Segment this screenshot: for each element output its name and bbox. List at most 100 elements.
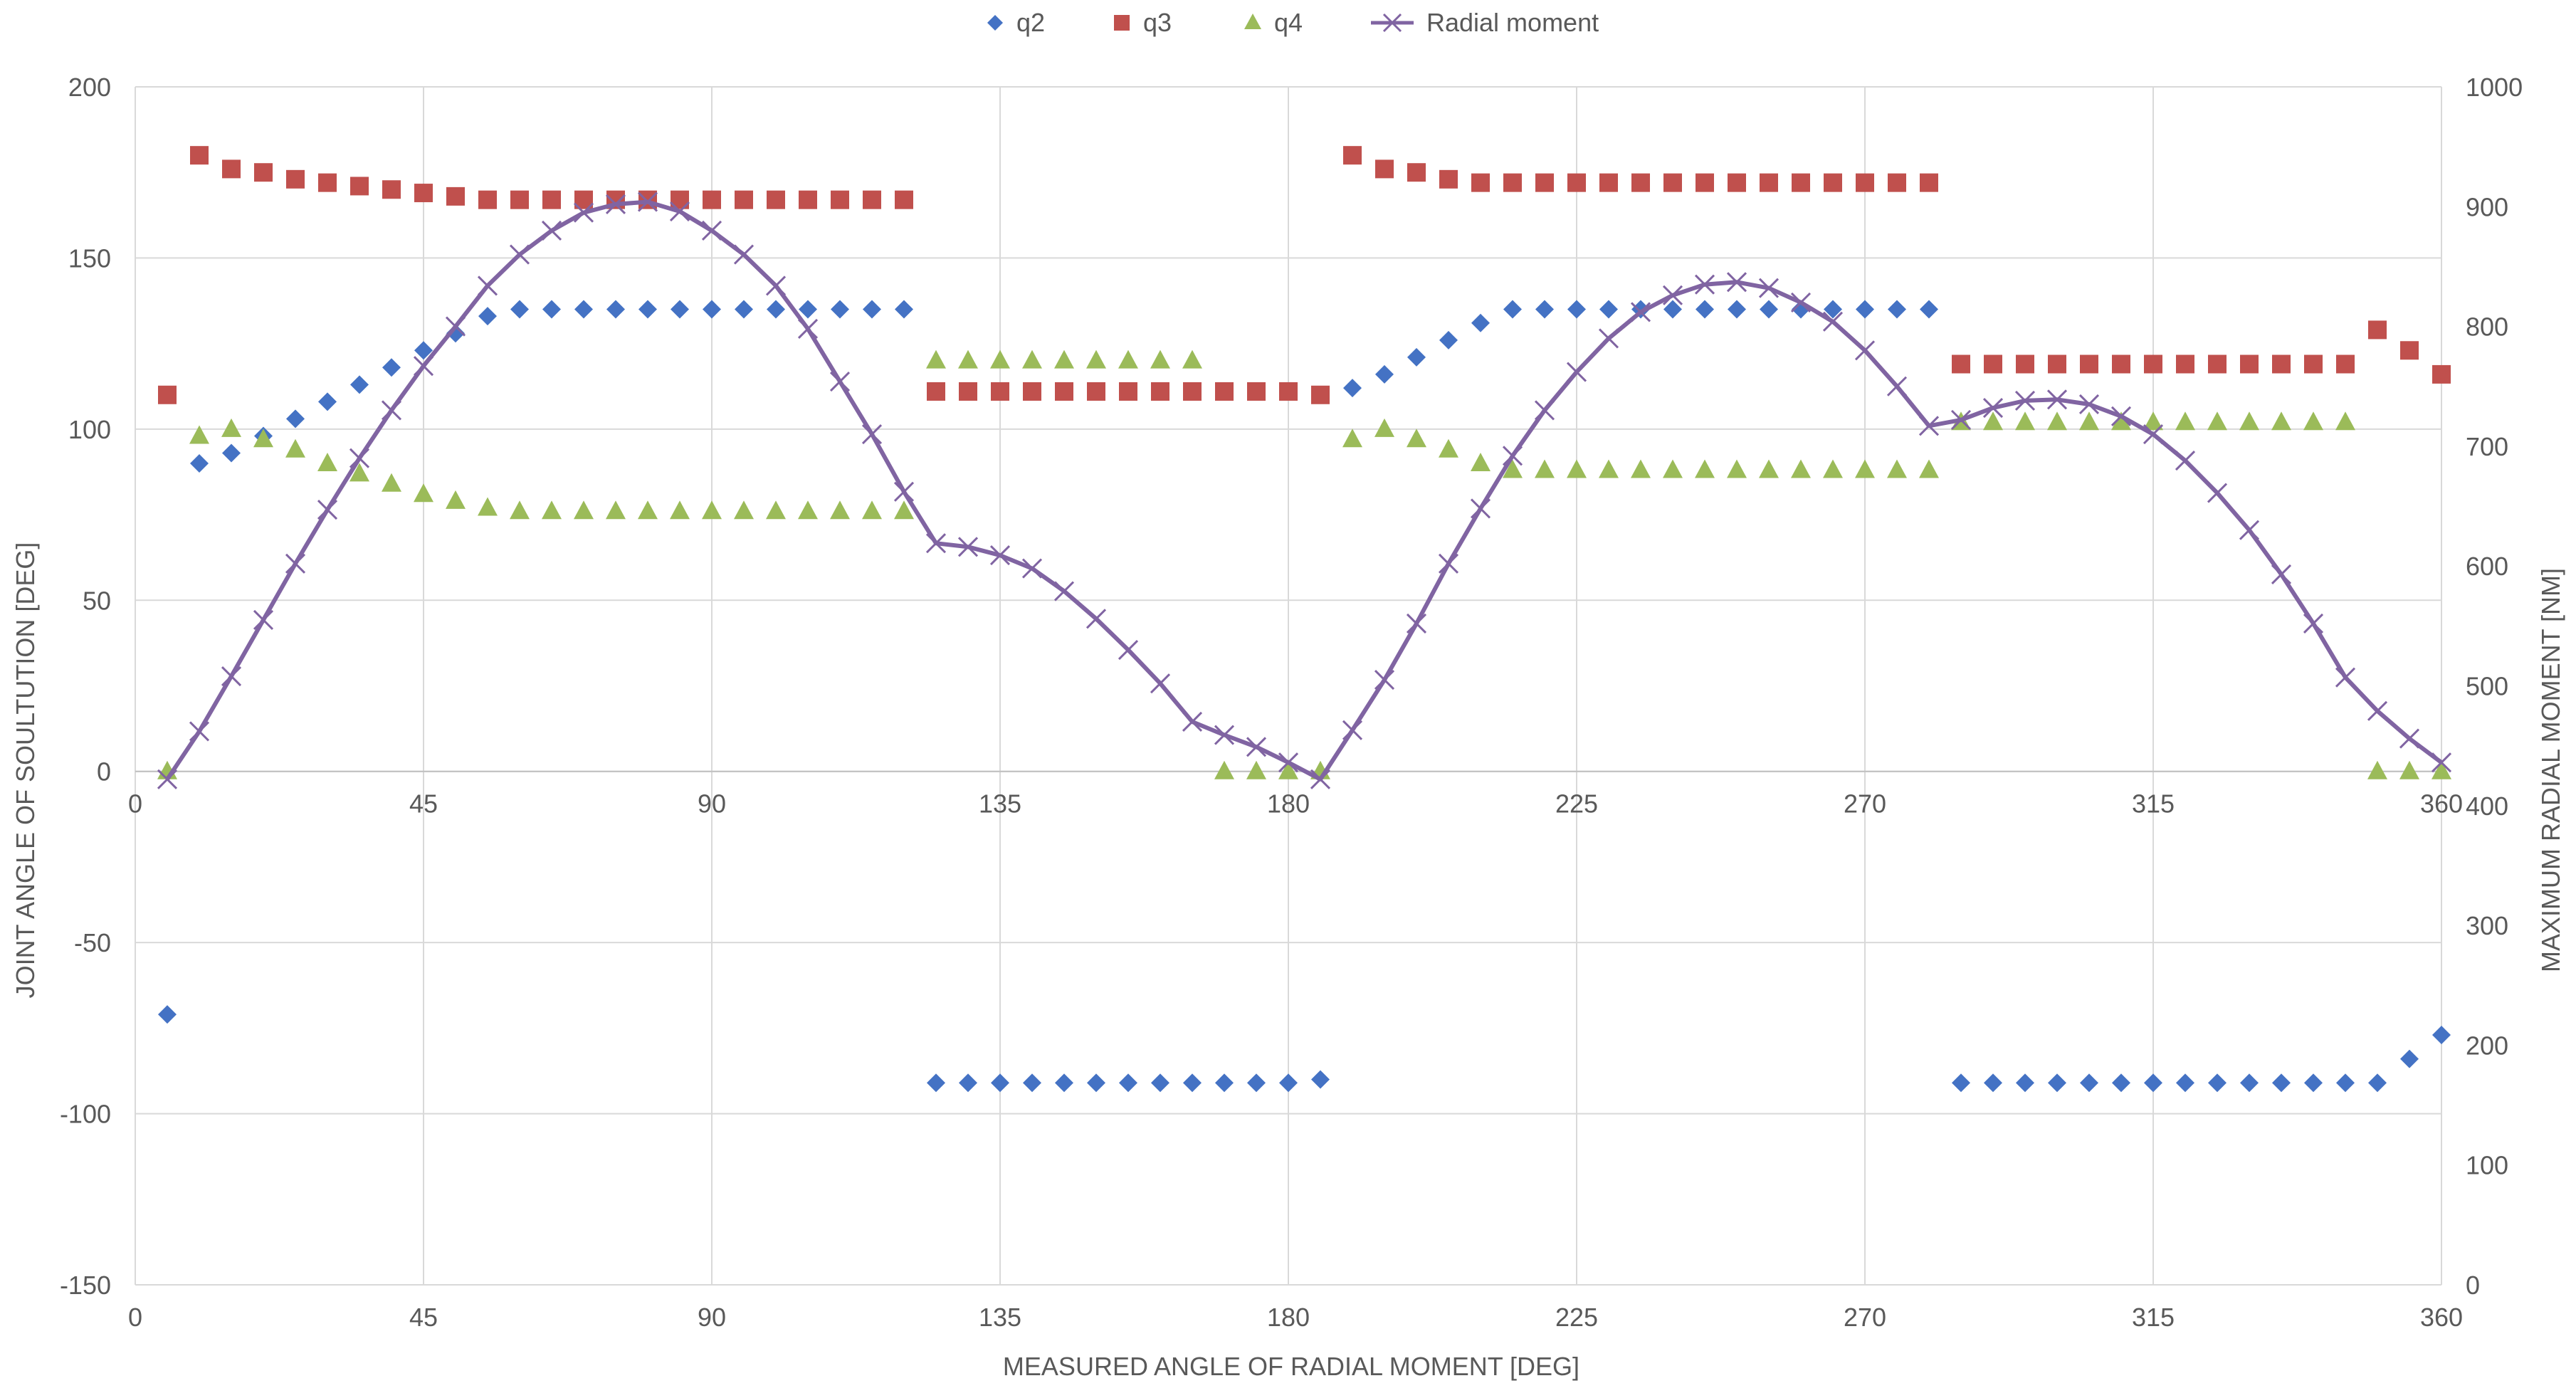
radial-moment-marker-stroke — [797, 318, 819, 340]
radial-moment-marker-stroke — [381, 400, 402, 421]
radial-moment-marker — [797, 318, 819, 340]
radial-moment-marker-stroke — [2046, 389, 2068, 410]
zero-axis-tick-label: 180 — [1267, 789, 1310, 819]
radial-moment-marker — [2143, 424, 2164, 445]
radial-moment-marker — [1053, 581, 1075, 601]
x-tick-label: 0 — [128, 1303, 142, 1332]
radial-moment-marker-stroke — [1246, 737, 1267, 757]
gridlines — [135, 86, 2442, 1286]
radial-moment-marker — [1182, 711, 1203, 732]
q4-marker — [253, 429, 273, 448]
radial-moment-marker — [2110, 406, 2132, 426]
q4-marker — [446, 490, 466, 509]
q3-marker — [1888, 173, 1906, 192]
y2-tick-label: 600 — [2466, 552, 2508, 581]
q3-marker — [1728, 173, 1746, 192]
radial-moment-marker — [1790, 292, 1812, 313]
q3-marker — [382, 180, 401, 199]
q3-marker — [1503, 173, 1522, 192]
q3-marker — [1984, 354, 2002, 374]
radial-moment-marker — [1278, 752, 1299, 773]
q3-marker — [1952, 354, 1970, 374]
q4-marker — [1599, 459, 1619, 478]
radial-moment-marker-stroke — [989, 545, 1011, 566]
radial-moment-marker-stroke — [2271, 564, 2292, 585]
q3-marker — [991, 382, 1009, 401]
q4-marker — [2271, 411, 2291, 431]
zero-axis-tick-label: 225 — [1555, 789, 1598, 819]
radial-moment-marker-stroke — [1214, 725, 1235, 745]
radial-moment-marker — [573, 202, 594, 223]
radial-moment-line — [165, 199, 2443, 782]
q4-marker — [798, 500, 818, 520]
q3-marker — [1343, 146, 1362, 165]
q3-marker — [2048, 354, 2066, 374]
radial-moment-marker-stroke — [317, 500, 338, 520]
q4-marker — [1150, 350, 1170, 369]
radial-moment-marker-stroke — [1726, 272, 1747, 293]
q2-marker — [1599, 300, 1618, 319]
q3-marker — [1247, 382, 1266, 401]
q2-marker — [1824, 300, 1842, 319]
q3-marker — [1535, 173, 1554, 192]
radial-moment-marker-stroke — [1566, 362, 1587, 382]
q3-marker — [542, 190, 561, 209]
q4-marker — [1631, 459, 1651, 478]
radial-moment-marker-stroke — [1406, 613, 1427, 634]
y2-tick-label: 500 — [2466, 672, 2508, 701]
radial-moment-marker — [1214, 725, 1235, 745]
legend-label: q4 — [1274, 8, 1303, 37]
radial-moment-marker-stroke — [2207, 483, 2228, 503]
q3-marker — [1663, 173, 1682, 192]
radial-moment-marker — [957, 537, 979, 557]
radial-moment-marker — [221, 666, 242, 687]
radial-moment-marker — [381, 400, 402, 421]
radial-moment-marker — [637, 191, 658, 212]
legend-x-marker-stroke — [1382, 13, 1402, 33]
q4-marker — [414, 483, 433, 503]
q2-marker — [1215, 1073, 1234, 1093]
legend-item-q4: q4 — [1244, 8, 1303, 37]
radial-moment-marker — [509, 244, 530, 265]
y-tick-label: 50 — [83, 586, 111, 615]
q4-marker — [2367, 760, 2387, 779]
q3-marker — [2400, 341, 2419, 360]
zero-axis-tick-label: 270 — [1844, 789, 1886, 819]
q4-marker — [478, 497, 498, 516]
q2-marker — [863, 300, 881, 319]
q4-marker — [2239, 411, 2259, 431]
q4-marker — [317, 452, 337, 471]
radial-moment-marker-stroke — [477, 275, 498, 296]
legend-item-radial-moment: Radial moment — [1371, 8, 1599, 37]
radial-moment-marker — [445, 316, 466, 337]
q3-marker — [1599, 173, 1618, 192]
q3-marker — [446, 186, 465, 206]
radial-moment-marker — [2046, 389, 2068, 410]
q4-marker — [1022, 350, 1042, 369]
radial-moment-marker — [2014, 390, 2036, 411]
q3-marker — [2080, 354, 2098, 374]
radial-moment-marker — [2399, 728, 2420, 749]
q4-marker — [285, 438, 305, 458]
zero-axis-tick-label: 315 — [2132, 789, 2175, 819]
q3-marker — [1055, 382, 1073, 401]
radial-moment-marker-stroke — [925, 533, 947, 554]
q4-marker — [2111, 411, 2131, 431]
radial-moment-marker — [701, 220, 722, 241]
q2-marker — [2336, 1073, 2355, 1093]
radial-moment-marker — [733, 244, 755, 265]
radial-moment-marker-stroke — [1918, 416, 1940, 436]
radial-moment-marker-stroke — [1758, 278, 1779, 298]
radial-moment-marker — [1982, 397, 2004, 419]
q3-marker — [1279, 382, 1298, 401]
q2-marker — [1151, 1073, 1169, 1093]
q4-marker — [2399, 760, 2419, 779]
radial-moment-marker-stroke — [1053, 581, 1075, 601]
radial-moment-marker — [2239, 520, 2260, 540]
q4-marker — [2047, 411, 2067, 431]
q2-marker — [2080, 1073, 2098, 1093]
y2-tick-label: 900 — [2466, 192, 2508, 221]
radial-moment-marker — [2367, 700, 2388, 721]
radial-moment-marker-stroke — [541, 220, 562, 241]
radial-moment-marker — [669, 201, 690, 222]
